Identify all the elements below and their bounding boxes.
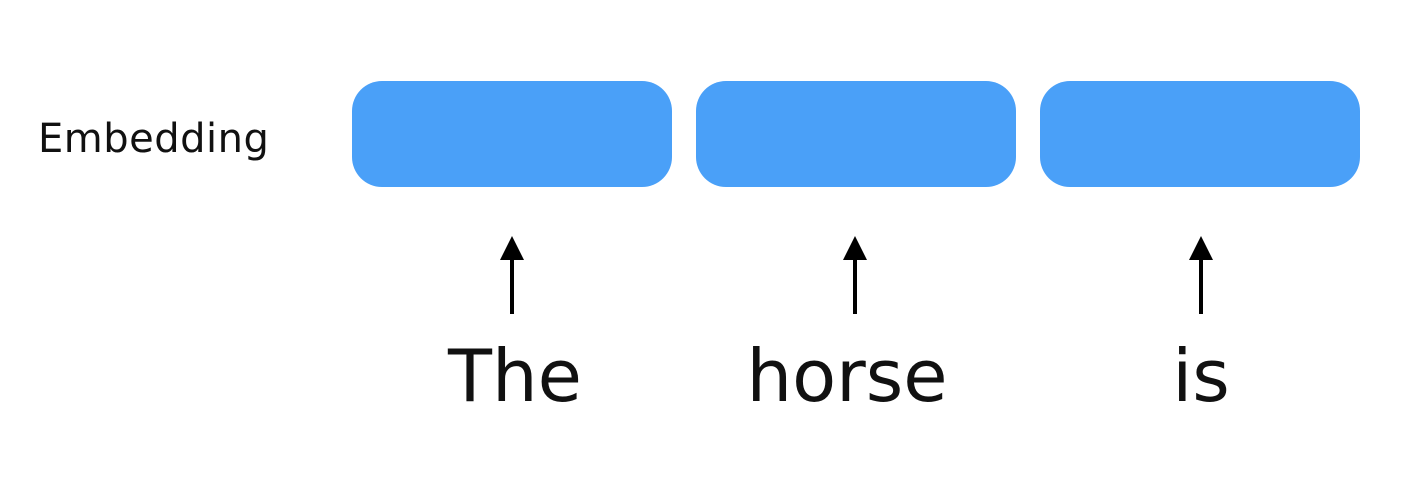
embedding-vector-box: [696, 81, 1016, 187]
token-word: is: [1172, 334, 1230, 418]
token-word: The: [448, 334, 582, 418]
embedding-row-label: Embedding: [38, 116, 270, 162]
token-word: horse: [746, 334, 948, 418]
embedding-vector-box: [352, 81, 672, 187]
up-arrow-icon: [1189, 236, 1213, 314]
up-arrow-icon: [500, 236, 524, 314]
up-arrow-icon: [843, 236, 867, 314]
embedding-vector-box: [1040, 81, 1360, 187]
